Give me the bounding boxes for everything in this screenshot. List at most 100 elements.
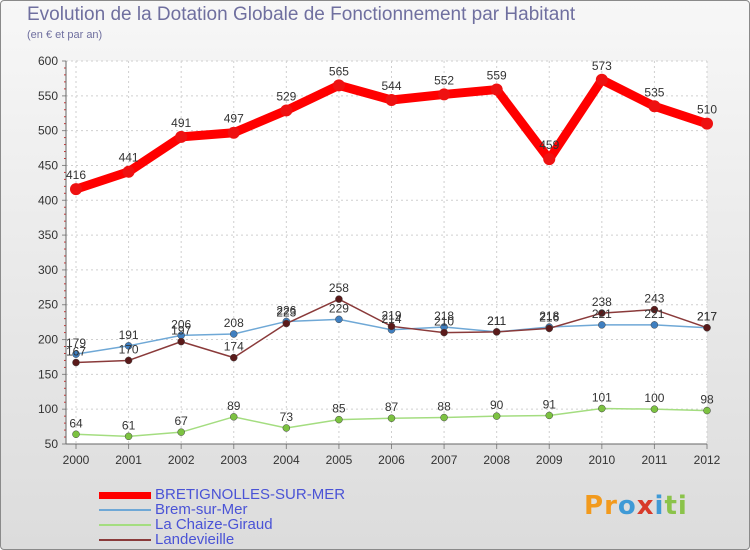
data-label-layer: 179 191 206 208 226 229 214 218 211 218 221 221 217 6…	[66, 59, 717, 433]
legend-item-brem[interactable]: Brem-sur-Mer	[99, 502, 248, 518]
data-point	[282, 319, 291, 328]
data-point	[124, 432, 133, 441]
y-tick-label: 500	[38, 124, 58, 138]
logo-letter: x	[636, 491, 655, 521]
data-label: 91	[543, 397, 557, 411]
data-label: 217	[697, 310, 717, 324]
logo-letter: i	[654, 491, 665, 521]
axis-layer: 50 100 150 200 250 300 350 400 450 500 550 600 2000 2…	[38, 54, 721, 467]
x-tick-label: 2001	[115, 453, 142, 467]
data-label: 529	[276, 89, 296, 103]
data-point	[335, 295, 343, 303]
data-label: 98	[700, 393, 714, 407]
data-label: 218	[539, 309, 559, 323]
data-label: 211	[487, 314, 506, 328]
data-label: 87	[385, 400, 399, 414]
data-label: 238	[592, 295, 612, 309]
data-label: 221	[592, 307, 612, 321]
data-label: 226	[276, 303, 296, 317]
data-point	[230, 413, 238, 421]
data-label: 243	[644, 292, 664, 306]
data-point	[72, 358, 80, 367]
data-label: 100	[644, 391, 664, 405]
legend-label: Brem-sur-Mer	[155, 501, 248, 518]
data-point	[230, 330, 238, 338]
x-tick-label: 2010	[588, 453, 615, 467]
data-label: 211	[487, 314, 506, 328]
data-label: 216	[539, 310, 559, 324]
data-label: 174	[224, 340, 244, 354]
data-point	[650, 305, 659, 314]
data-label: 90	[490, 398, 504, 412]
data-label: 510	[697, 103, 717, 117]
data-label: 491	[171, 116, 191, 130]
data-point	[387, 322, 396, 331]
data-point	[124, 342, 133, 350]
data-point	[490, 83, 503, 96]
data-point	[282, 424, 291, 432]
x-tick-label: 2003	[220, 453, 247, 467]
legend-item-landevieille[interactable]: Landevieille	[99, 532, 234, 548]
data-label: 221	[644, 307, 664, 321]
logo-letter: r	[604, 491, 618, 521]
x-tick-label: 2008	[483, 453, 510, 467]
data-label: 218	[434, 309, 454, 323]
data-label: 441	[119, 151, 139, 165]
chart-subtitle: (en € et par an)	[27, 29, 103, 41]
y-tick-label: 50	[45, 437, 59, 451]
legend-label: La Chaize-Giraud	[155, 516, 273, 533]
data-point	[175, 130, 188, 143]
x-tick-label: 2004	[273, 453, 300, 467]
logo-letter: P	[584, 491, 605, 521]
data-label: 214	[381, 312, 401, 326]
data-label: 416	[66, 168, 86, 182]
legend-swatch	[99, 509, 151, 511]
data-point	[598, 309, 606, 317]
data-point	[440, 328, 448, 337]
data-label: 101	[592, 390, 612, 404]
x-tick-label: 2002	[168, 453, 195, 467]
y-tick-label: 150	[38, 367, 58, 381]
data-label: 167	[66, 345, 86, 359]
legend-label: Landevieille	[155, 531, 235, 548]
y-tick-label: 100	[38, 402, 58, 416]
series-layer	[70, 73, 713, 441]
data-point	[650, 405, 659, 413]
y-tick-label: 600	[38, 54, 58, 68]
x-tick-label: 2012	[694, 453, 721, 467]
legend-item-chaize[interactable]: La Chaize-Giraud	[99, 517, 273, 533]
proxiti-logo: Proxiti	[584, 491, 688, 521]
data-label: 67	[174, 414, 188, 428]
data-point	[545, 324, 553, 333]
data-label: 219	[381, 308, 401, 322]
data-label: 223	[276, 306, 296, 320]
data-label: 206	[171, 317, 191, 331]
data-label: 573	[592, 59, 612, 73]
data-label: 89	[227, 399, 241, 413]
data-point	[598, 404, 606, 413]
y-tick-label: 400	[38, 193, 58, 207]
data-point	[72, 350, 80, 358]
data-point	[335, 315, 343, 324]
x-tick-label: 2006	[378, 453, 405, 467]
legend-swatch	[99, 524, 151, 526]
data-label: 535	[644, 85, 664, 99]
data-point	[72, 430, 80, 439]
data-point	[335, 415, 343, 424]
y-tick-label: 550	[38, 89, 58, 103]
data-point	[440, 413, 448, 422]
data-label: 208	[224, 316, 244, 330]
data-point	[230, 353, 238, 362]
data-label: 258	[329, 281, 349, 295]
x-tick-label: 2005	[326, 453, 353, 467]
data-point	[227, 126, 240, 139]
plot-area	[66, 61, 707, 444]
data-point	[122, 165, 135, 178]
logo-letter: i	[677, 491, 688, 521]
data-point	[492, 412, 501, 420]
data-label: 191	[119, 328, 139, 342]
data-label: 179	[66, 336, 86, 350]
data-point	[648, 100, 661, 113]
data-label: 64	[69, 416, 83, 430]
legend-item-bretignolles[interactable]: BRETIGNOLLES-SUR-MER	[99, 487, 345, 503]
